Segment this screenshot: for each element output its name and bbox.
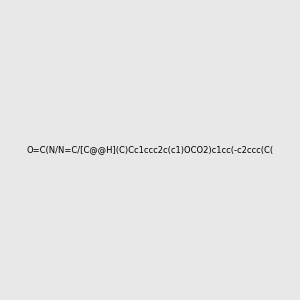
Text: O=C(N/N=C/[C@@H](C)Cc1ccc2c(c1)OCO2)c1cc(-c2ccc(C(: O=C(N/N=C/[C@@H](C)Cc1ccc2c(c1)OCO2)c1cc…	[26, 146, 274, 154]
